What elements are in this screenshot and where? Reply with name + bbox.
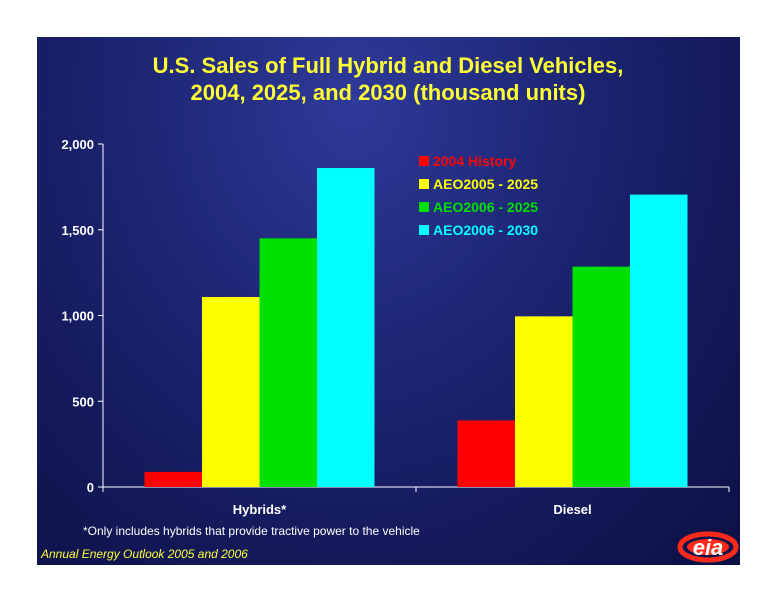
bar-diesel-2 xyxy=(515,316,573,487)
bar-hybrids-3 xyxy=(259,238,317,487)
y-tick-label: 500 xyxy=(72,394,94,409)
bar-diesel-3 xyxy=(572,266,630,487)
category-label: Diesel xyxy=(553,502,591,517)
chart-title-line-2: 2004, 2025, and 2030 (thousand units) xyxy=(191,80,586,105)
category-labels: Hybrids* Diesel xyxy=(233,502,592,517)
source-note: Annual Energy Outlook 2005 and 2006 xyxy=(40,547,248,561)
y-tick-label: 1,500 xyxy=(61,223,94,238)
bars xyxy=(144,168,688,487)
y-tick-label: 1,000 xyxy=(61,309,94,324)
bar-diesel-1 xyxy=(457,420,515,487)
bar-hybrids-2 xyxy=(202,296,260,487)
y-tick-label: 2,000 xyxy=(61,137,94,152)
slide-background: U.S. Sales of Full Hybrid and Diesel Veh… xyxy=(37,37,740,565)
legend-swatch xyxy=(419,179,429,189)
eia-logo-text: eia xyxy=(693,535,724,560)
legend-swatch xyxy=(419,156,429,166)
chart: U.S. Sales of Full Hybrid and Diesel Veh… xyxy=(40,53,739,563)
legend-label: AEO2006 - 2030 xyxy=(433,222,538,238)
legend: 2004 History AEO2005 - 2025 AEO2006 - 2025… xyxy=(419,153,538,238)
category-label: Hybrids* xyxy=(233,502,287,517)
bar-diesel-4 xyxy=(630,194,688,487)
legend-label: 2004 History xyxy=(433,153,516,169)
bar-hybrids-1 xyxy=(144,471,202,487)
bar-hybrids-4 xyxy=(317,168,375,487)
legend-label: AEO2006 - 2025 xyxy=(433,199,538,215)
legend-swatch xyxy=(419,225,429,235)
chart-title-line-1: U.S. Sales of Full Hybrid and Diesel Veh… xyxy=(153,53,624,78)
y-tick-label: 0 xyxy=(87,480,94,495)
legend-swatch xyxy=(419,202,429,212)
eia-logo: eia xyxy=(677,531,739,563)
legend-label: AEO2005 - 2025 xyxy=(433,176,538,192)
footnote: *Only includes hybrids that provide trac… xyxy=(83,524,420,538)
